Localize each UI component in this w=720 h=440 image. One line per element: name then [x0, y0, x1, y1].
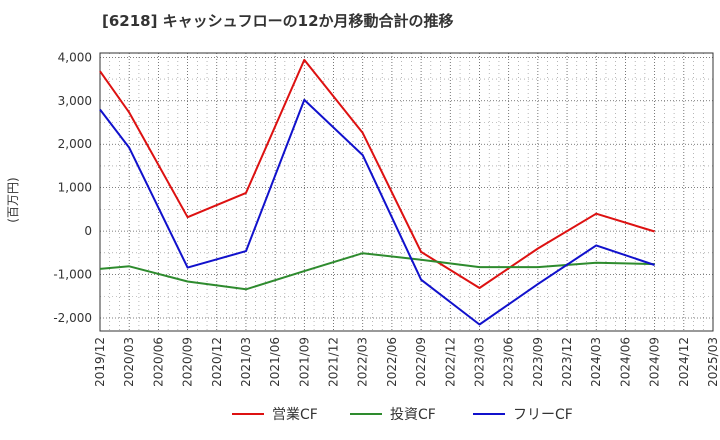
x-tick-label: 2025/03	[706, 337, 720, 387]
x-tick-label: 2022/09	[414, 337, 428, 387]
x-tick-label: 2022/06	[385, 337, 399, 387]
y-axis: 4,000 3,000 2,000 1,000 0 -1,000 -2,000	[53, 50, 92, 325]
x-tick-label: 2023/12	[560, 337, 574, 387]
x-tick-label: 2023/06	[502, 337, 516, 387]
x-tick-label: 2024/09	[648, 337, 662, 387]
y-tick-label: -2,000	[53, 311, 92, 325]
x-tick-label: 2022/03	[356, 337, 370, 387]
y-tick-label: 4,000	[58, 50, 92, 64]
y-tick-label: -1,000	[53, 268, 92, 282]
y-tick-label: 2,000	[58, 137, 92, 151]
legend-label: フリーCF	[513, 407, 573, 423]
x-tick-label: 2020/12	[210, 337, 224, 387]
x-tick-label: 2021/06	[268, 337, 282, 387]
x-tick-label: 2023/09	[531, 337, 545, 387]
y-tick-label: 0	[84, 224, 92, 238]
x-tick-label: 2023/03	[472, 337, 486, 387]
x-tick-label: 2024/03	[589, 337, 603, 387]
chart-title: [6218] キャッシュフローの12か月移動合計の推移	[102, 12, 454, 30]
x-tick-label: 2020/09	[181, 337, 195, 387]
y-tick-label: 3,000	[58, 94, 92, 108]
x-tick-label: 2019/12	[93, 337, 107, 387]
series-line	[99, 98, 655, 326]
x-tick-label: 2021/09	[297, 337, 311, 387]
x-tick-label: 2021/03	[239, 337, 253, 387]
y-axis-label: (百万円)	[6, 177, 20, 222]
series-line	[99, 252, 655, 291]
x-tick-label: 2021/12	[327, 337, 341, 387]
legend-label: 営業CF	[272, 407, 318, 423]
x-tick-label: 2024/12	[677, 337, 691, 387]
x-tick-label: 2020/03	[122, 337, 136, 387]
x-tick-label: 2022/12	[443, 337, 457, 387]
x-tick-label: 2020/06	[151, 337, 165, 387]
legend-label: 投資CF	[390, 407, 436, 423]
plot-frame	[99, 52, 714, 332]
y-tick-label: 1,000	[58, 181, 92, 195]
x-axis: 2019/12 2020/03 2020/06 2020/09 2020/12 2021/…	[93, 337, 720, 387]
legend: 営業CF 投資CF フリーCF	[232, 407, 573, 423]
series-lines	[99, 58, 655, 326]
series-line	[99, 58, 655, 289]
grid	[99, 53, 714, 331]
x-tick-label: 2024/06	[618, 337, 632, 387]
